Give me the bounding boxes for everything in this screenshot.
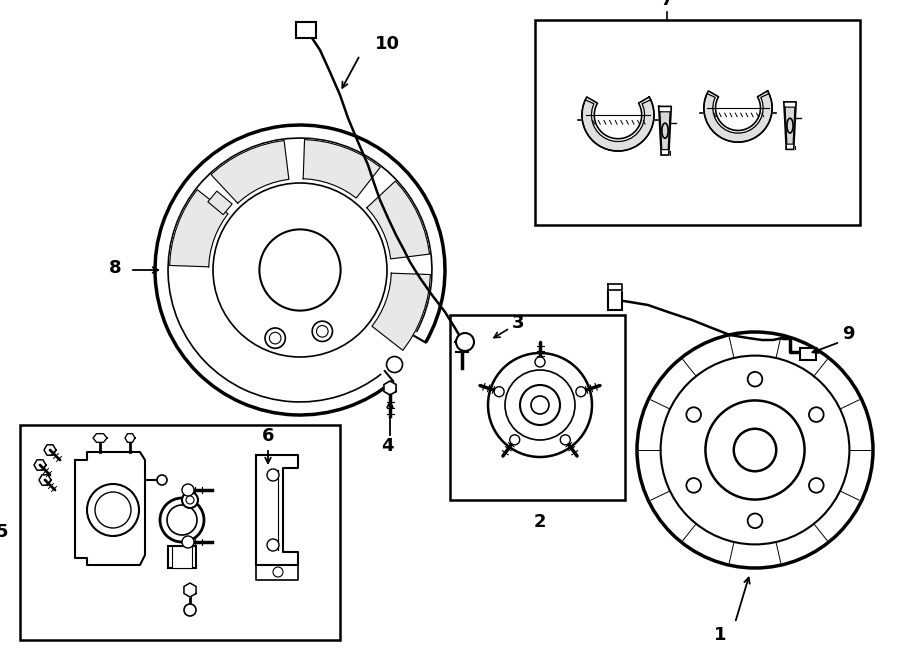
Polygon shape (184, 583, 196, 597)
Polygon shape (93, 434, 107, 442)
Circle shape (157, 475, 167, 485)
Circle shape (488, 353, 592, 457)
Circle shape (182, 492, 198, 508)
Circle shape (95, 492, 131, 528)
Polygon shape (125, 434, 135, 442)
Circle shape (809, 478, 824, 492)
Polygon shape (39, 475, 51, 485)
Polygon shape (169, 190, 228, 267)
Polygon shape (784, 102, 796, 149)
Polygon shape (582, 97, 654, 151)
Polygon shape (372, 273, 430, 350)
Circle shape (456, 333, 474, 351)
Circle shape (273, 567, 283, 577)
Polygon shape (256, 565, 298, 580)
Bar (535, 20, 860, 225)
Polygon shape (34, 460, 46, 470)
Bar (608, 290, 622, 310)
Circle shape (661, 356, 850, 545)
Text: 3: 3 (512, 314, 524, 332)
Bar (800, 348, 816, 360)
Circle shape (561, 435, 571, 445)
Text: 7: 7 (661, 0, 673, 9)
Circle shape (386, 356, 402, 373)
Text: 6: 6 (262, 427, 274, 445)
Circle shape (734, 429, 776, 471)
Polygon shape (608, 284, 622, 290)
Text: 9: 9 (842, 325, 854, 343)
Bar (296, 22, 316, 38)
Bar (172, 546, 192, 568)
Polygon shape (367, 181, 429, 259)
Bar (208, 191, 232, 215)
Circle shape (535, 357, 545, 367)
Circle shape (267, 469, 279, 481)
Text: 4: 4 (381, 437, 393, 455)
Polygon shape (704, 91, 772, 142)
Bar (168, 546, 196, 568)
Circle shape (520, 385, 560, 425)
Text: 10: 10 (375, 35, 400, 53)
Circle shape (186, 496, 194, 504)
Polygon shape (303, 139, 381, 198)
Text: 8: 8 (109, 259, 122, 277)
Circle shape (706, 401, 805, 500)
Circle shape (505, 370, 575, 440)
Polygon shape (211, 141, 289, 203)
Circle shape (182, 536, 194, 548)
Polygon shape (660, 112, 670, 149)
Circle shape (509, 435, 519, 445)
Circle shape (748, 372, 762, 387)
Circle shape (184, 604, 196, 616)
Polygon shape (659, 106, 671, 155)
Text: 2: 2 (534, 513, 546, 531)
Circle shape (687, 478, 701, 492)
Circle shape (267, 539, 279, 551)
Polygon shape (582, 100, 654, 151)
Circle shape (637, 332, 873, 568)
Circle shape (160, 498, 204, 542)
Circle shape (748, 514, 762, 528)
Polygon shape (256, 455, 298, 565)
Bar (450, 315, 625, 500)
Circle shape (576, 387, 586, 397)
Polygon shape (704, 94, 772, 142)
Circle shape (809, 407, 824, 422)
Circle shape (494, 387, 504, 397)
Circle shape (182, 484, 194, 496)
Text: 1: 1 (714, 626, 726, 644)
Circle shape (531, 396, 549, 414)
Text: 5: 5 (0, 523, 8, 541)
Polygon shape (75, 452, 145, 565)
Polygon shape (44, 445, 56, 455)
Circle shape (167, 505, 197, 535)
Circle shape (87, 484, 139, 536)
Polygon shape (384, 381, 396, 395)
Polygon shape (785, 107, 795, 144)
Bar (20, 425, 340, 640)
Circle shape (687, 407, 701, 422)
